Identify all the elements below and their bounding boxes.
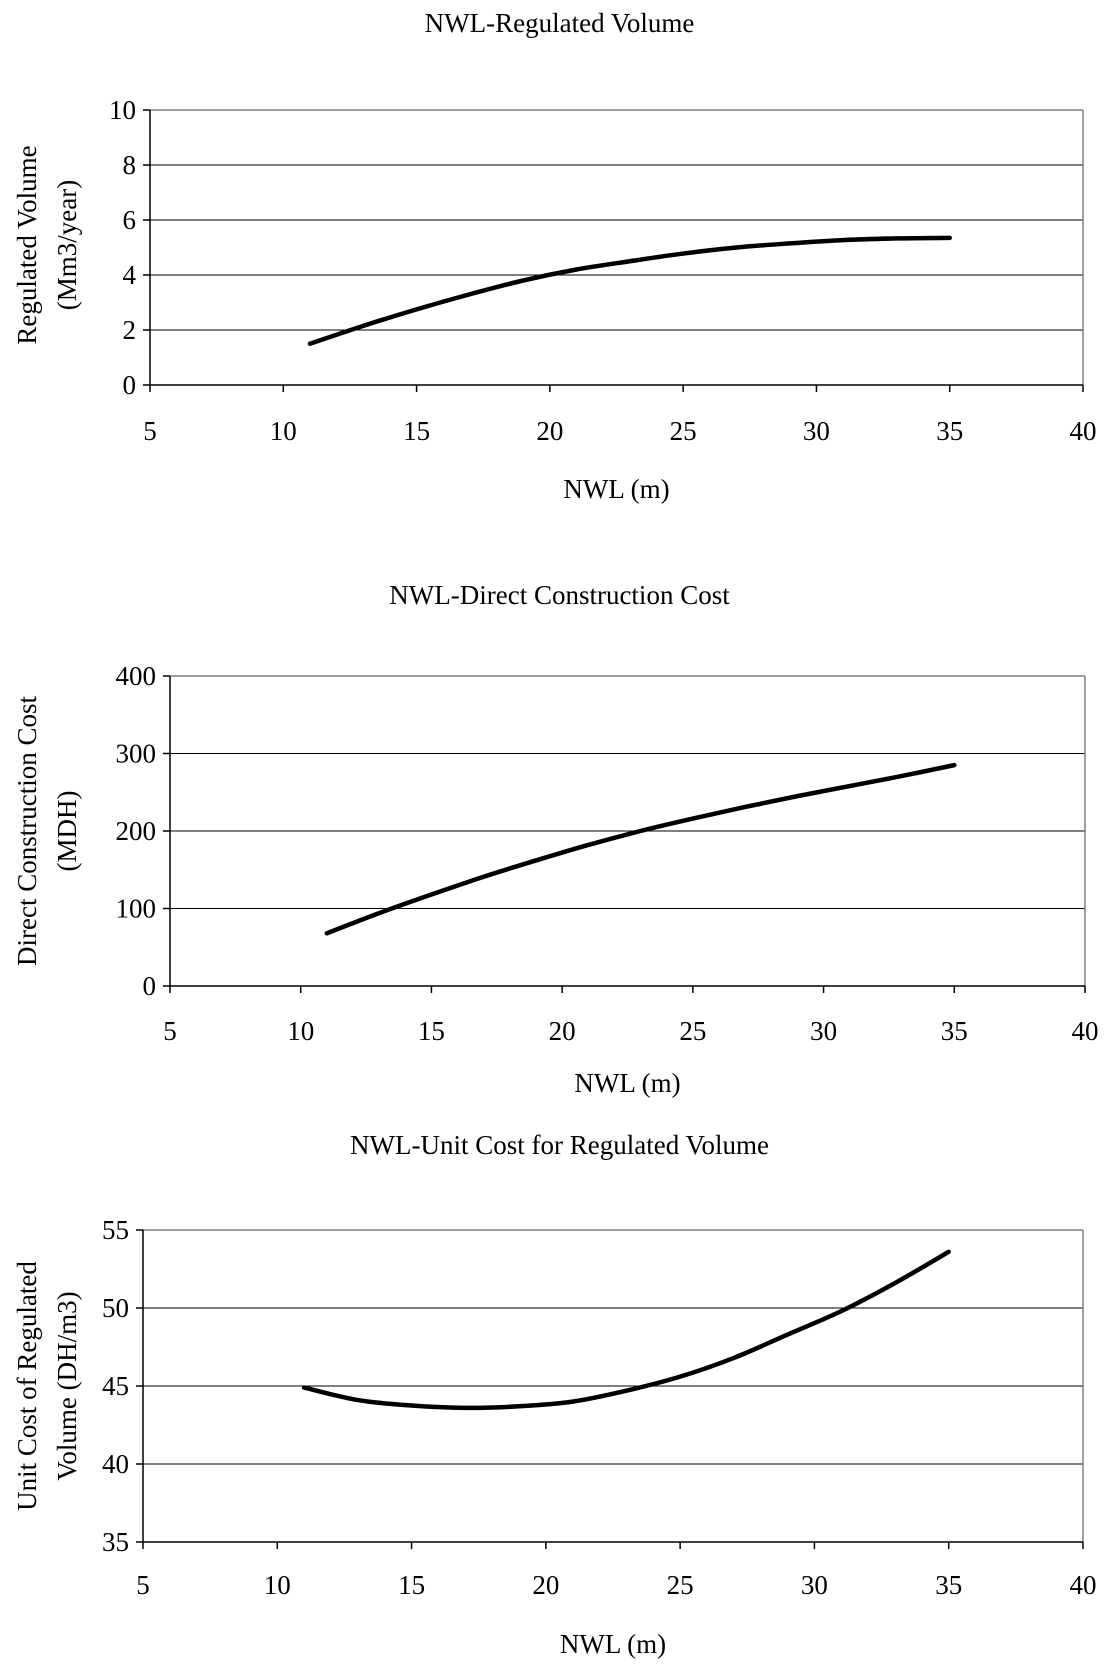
x-tick-label: 40 <box>1070 1570 1097 1600</box>
x-tick-label: 25 <box>670 416 697 446</box>
y-tick-label: 400 <box>116 661 157 691</box>
x-tick-label: 40 <box>1072 1016 1099 1046</box>
y-axis-label-line: Volume (DH/m3) <box>52 1291 82 1480</box>
x-axis-label: NWL (m) <box>574 1068 680 1098</box>
chart-direct-construction-cost: NWL-Direct Construction Cost 0 100 200 300 4… <box>0 580 1119 1110</box>
chart-title: NWL-Unit Cost for Regulated Volume <box>350 1130 769 1160</box>
series-line <box>324 762 957 936</box>
y-tick-label: 45 <box>102 1371 129 1401</box>
y-tick-label: 6 <box>123 205 137 235</box>
x-axis-label: NWL (m) <box>563 474 669 504</box>
y-tick-label: 0 <box>143 971 157 1001</box>
y-tick-label: 2 <box>123 315 137 345</box>
y-tick-label: 10 <box>109 95 136 125</box>
y-axis-label-line: (Mm3/year) <box>52 180 82 310</box>
x-tick-label: 35 <box>941 1016 968 1046</box>
y-tick-label: 100 <box>116 894 157 924</box>
x-tick-label: 10 <box>287 1016 314 1046</box>
x-tick-label: 35 <box>935 1570 962 1600</box>
plot-area-svg: 0 100 200 300 400 5 10 15 20 25 30 35 40 NWL (m) Direc… <box>12 661 1099 1098</box>
y-axis-label-line: (MDH) <box>52 791 82 872</box>
x-tick-label: 5 <box>136 1570 150 1600</box>
x-tick-label: 20 <box>536 416 563 446</box>
chart-unit-cost: NWL-Unit Cost for Regulated Volume 35 40 4… <box>0 1130 1119 1667</box>
x-tick-label: 25 <box>679 1016 706 1046</box>
x-tick-label: 15 <box>403 416 430 446</box>
x-tick-label: 35 <box>936 416 963 446</box>
x-tick-label: 15 <box>398 1570 425 1600</box>
x-tick-label: 30 <box>803 416 830 446</box>
y-tick-label: 40 <box>102 1449 129 1479</box>
chart-title: NWL-Direct Construction Cost <box>389 580 730 610</box>
y-tick-label: 55 <box>102 1215 129 1245</box>
x-axis-label: NWL (m) <box>560 1629 666 1659</box>
y-axis-label-line: Regulated Volume <box>12 145 42 344</box>
x-tick-label: 10 <box>270 416 297 446</box>
x-tick-label: 30 <box>801 1570 828 1600</box>
series-line <box>301 1249 951 1411</box>
y-tick-label: 4 <box>123 260 137 290</box>
x-tick-label: 5 <box>143 416 157 446</box>
y-tick-label: 8 <box>123 150 137 180</box>
chart-title: NWL-Regulated Volume <box>424 8 695 38</box>
series-line <box>307 235 952 346</box>
x-tick-label: 25 <box>667 1570 694 1600</box>
chart-regulated-volume: NWL-Regulated Volume 0 2 4 6 8 10 5 10 15 20 25 30 3… <box>0 0 1119 520</box>
y-tick-label: 0 <box>123 370 137 400</box>
x-tick-label: 15 <box>418 1016 445 1046</box>
plot-area-svg: 0 2 4 6 8 10 5 10 15 20 25 30 35 40 NWL (m) Regulated V… <box>12 95 1097 504</box>
y-tick-label: 50 <box>102 1293 129 1323</box>
y-tick-label: 200 <box>116 816 157 846</box>
x-tick-label: 10 <box>264 1570 291 1600</box>
y-axis-label-line: Direct Construction Cost <box>12 696 42 966</box>
y-axis-label-line: Unit Cost of Regulated <box>12 1261 42 1511</box>
x-tick-label: 40 <box>1070 416 1097 446</box>
x-tick-label: 20 <box>549 1016 576 1046</box>
x-tick-label: 30 <box>810 1016 837 1046</box>
y-tick-label: 300 <box>116 739 157 769</box>
x-tick-label: 20 <box>532 1570 559 1600</box>
y-tick-label: 35 <box>102 1527 129 1557</box>
x-tick-label: 5 <box>163 1016 177 1046</box>
